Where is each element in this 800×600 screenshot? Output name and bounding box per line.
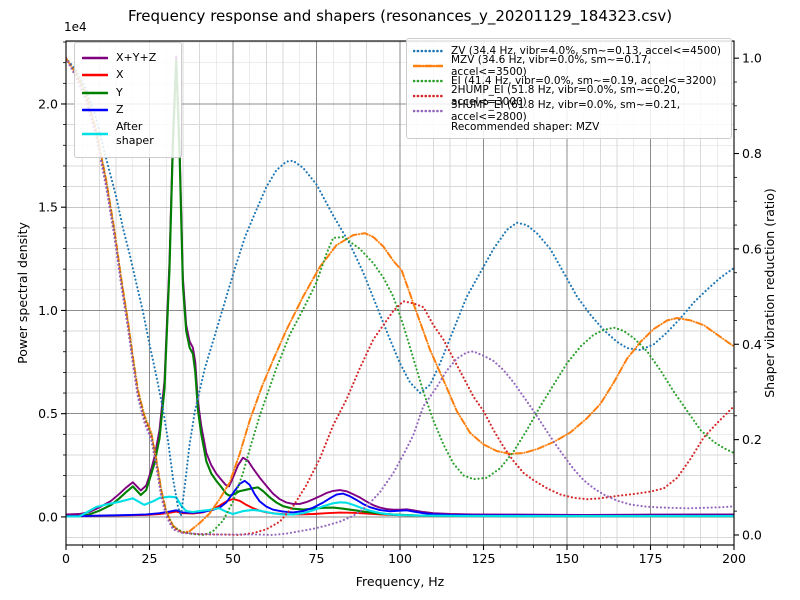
legend-item-zv-34-4-hz-vibr-4-0-sm-0-13-accel-4500-: ZV (34.4 Hz, vibr=4.0%, sm~=0.13, accel<… <box>413 43 725 58</box>
tick-label: 0.4 <box>742 337 762 352</box>
legend-item-2hump-ei-51-8-hz-vibr-0-0-sm-0-20-accel-3000-: 2HUMP_EI (51.8 Hz, vibr=0.0%, sm~=0.20, … <box>413 84 725 108</box>
legend-label: After shaper <box>116 120 154 148</box>
legend-item-recommended-shaper-mzv: Recommended shaper: MZV <box>413 119 725 134</box>
legend-item-z: Z <box>82 103 174 117</box>
legend-line-z <box>82 108 108 112</box>
legend-line-x <box>82 74 108 77</box>
legend-line-y <box>82 91 108 95</box>
series-y <box>66 59 734 518</box>
legend-item-y: Y <box>82 86 174 100</box>
tick-label: 150 <box>555 551 579 566</box>
series-z <box>66 479 734 518</box>
tick-label: 0.2 <box>742 432 762 447</box>
legend-shapers: ZV (34.4 Hz, vibr=4.0%, sm~=0.13, accel<… <box>406 38 732 140</box>
legend-line-mzv-34-6-hz-vibr-0-0-sm-0-17-accel-3500- <box>413 64 443 68</box>
series-after-shaper <box>66 495 734 518</box>
legend-psd: X+Y+Z X Y Z After shaper <box>74 42 182 158</box>
legend-line-zv-34-4-hz-vibr-4-0-sm-0-13-accel-4500- <box>413 49 443 52</box>
legend-line-x-y-z <box>82 56 108 60</box>
legend-label: MZV (34.6 Hz, vibr=0.0%, sm~=0.17, accel… <box>451 53 651 78</box>
legend-line-3hump-ei-61-8-hz-vibr-0-0-sm-0-21-accel-2800- <box>413 110 443 113</box>
legend-spacer <box>413 123 443 131</box>
series-zv <box>66 57 734 517</box>
legend-item-after-shaper: After shaper <box>82 120 174 149</box>
legend-item-ei-41-4-hz-vibr-0-0-sm-0-19-accel-3200-: EI (41.4 Hz, vibr=0.0%, sm~=0.19, accel<… <box>413 73 725 88</box>
y-axis-right-label: Shaper vibration reduction (ratio) <box>762 188 777 398</box>
legend-label: Y <box>116 85 123 99</box>
legend-label: Z <box>116 102 124 116</box>
y-axis-offset-label: 1e4 <box>64 20 87 34</box>
tick-label: 0 <box>62 551 70 566</box>
series-ei <box>66 57 734 537</box>
tick-label: 175 <box>639 551 663 566</box>
legend-item-mzv-34-6-hz-vibr-0-0-sm-0-17-accel-3500-: MZV (34.6 Hz, vibr=0.0%, sm~=0.17, accel… <box>413 54 725 78</box>
tick-label: 25 <box>142 551 158 566</box>
legend-label: Recommended shaper: MZV <box>451 120 600 133</box>
legend-label: EI (41.4 Hz, vibr=0.0%, sm~=0.19, accel<… <box>451 74 717 87</box>
legend-line-ei-41-4-hz-vibr-0-0-sm-0-19-accel-3200- <box>413 79 443 83</box>
legend-item-3hump-ei-61-8-hz-vibr-0-0-sm-0-21-accel-2800-: 3HUMP_EI (61.8 Hz, vibr=0.0%, sm~=0.21, … <box>413 99 725 123</box>
chart-title: Frequency response and shapers (resonanc… <box>127 7 673 25</box>
tick-label: 1.5 <box>38 200 58 215</box>
tick-label: 75 <box>309 551 325 566</box>
tick-label: 200 <box>722 551 746 566</box>
x-axis-label: Frequency, Hz <box>355 574 445 589</box>
tick-label: 0.0 <box>742 527 762 542</box>
legend-label: 2HUMP_EI (51.8 Hz, vibr=0.0%, sm~=0.20, … <box>451 84 681 109</box>
tick-label: 0.5 <box>38 406 58 421</box>
legend-label: ZV (34.4 Hz, vibr=4.0%, sm~=0.13, accel<… <box>451 44 721 57</box>
y-axis-left-label: Power spectral density <box>15 222 30 364</box>
legend-label: X+Y+Z <box>116 51 157 64</box>
tick-label: 100 <box>388 551 412 566</box>
legend-line-after-shaper <box>82 133 108 136</box>
legend-item-x-y-z: X+Y+Z <box>82 51 174 65</box>
tick-label: 50 <box>225 551 241 566</box>
tick-label: 1.0 <box>38 303 58 318</box>
legend-item-x: X <box>82 68 174 82</box>
series-mzv <box>66 57 734 534</box>
series-group <box>66 55 734 537</box>
series-2hump-ei <box>66 57 734 537</box>
tick-label: 0.0 <box>38 509 58 524</box>
legend-label: X <box>116 68 124 82</box>
tick-label: 125 <box>472 551 496 566</box>
series-3hump-ei <box>66 57 734 537</box>
tick-label: 0.8 <box>742 146 762 161</box>
tick-label: 2.0 <box>38 96 58 111</box>
legend-label: 3HUMP_EI (61.8 Hz, vibr=0.0%, sm~=0.21, … <box>451 99 681 124</box>
tick-label: 1.0 <box>742 51 762 66</box>
tick-label: 0.6 <box>742 241 762 256</box>
legend-line-2hump-ei-51-8-hz-vibr-0-0-sm-0-20-accel-3000- <box>413 94 443 98</box>
